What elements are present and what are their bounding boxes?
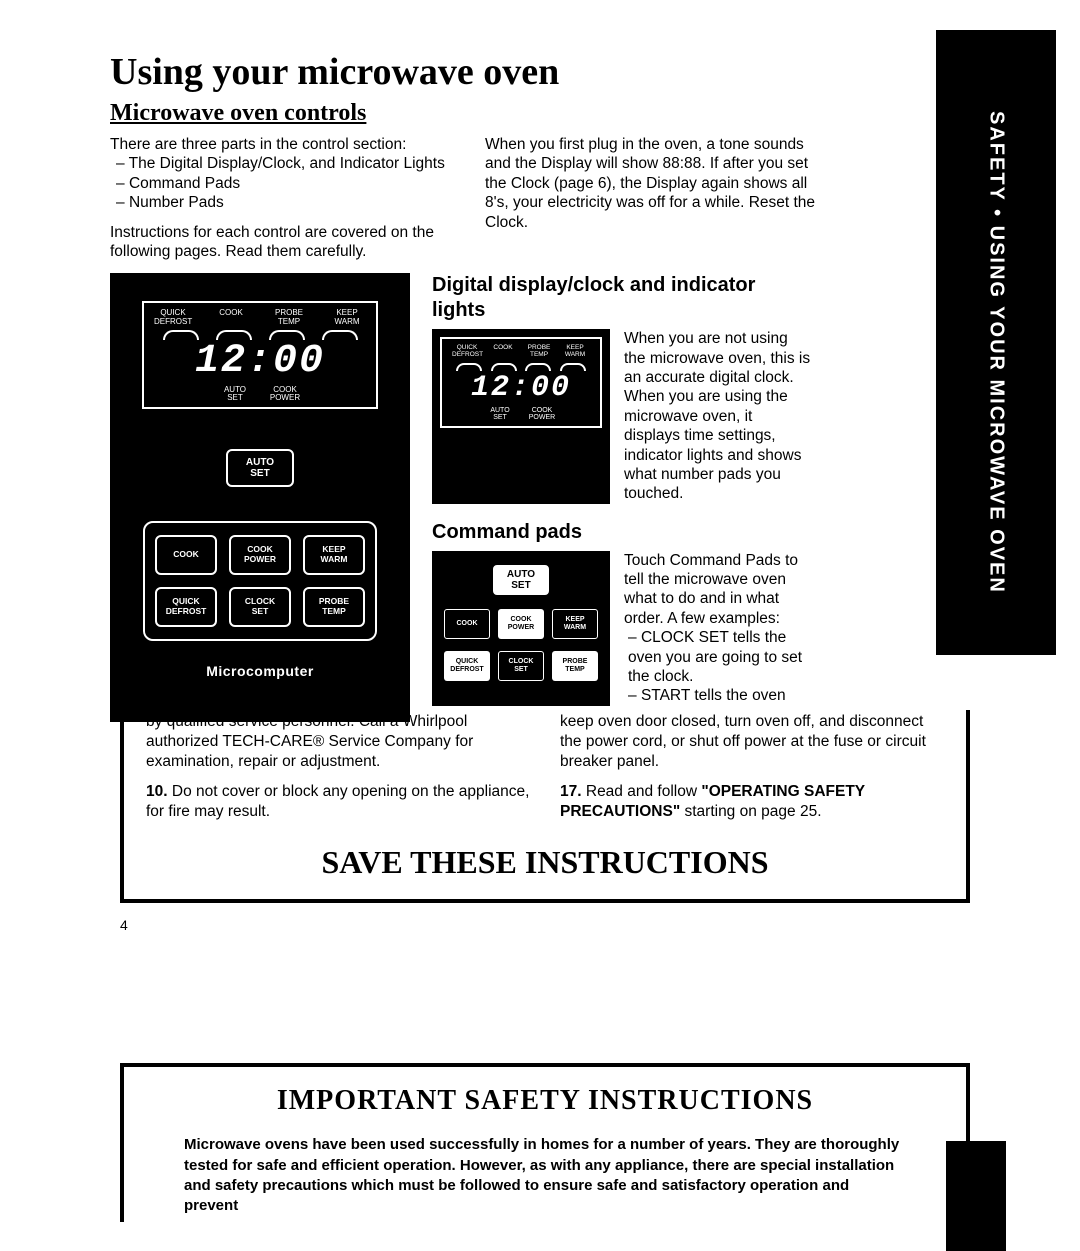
safety-continuation-box: by qualified service personnel. Call a W… bbox=[120, 710, 970, 904]
intro-left: There are three parts in the control sec… bbox=[110, 135, 455, 261]
intro-item: Number Pads bbox=[116, 193, 455, 212]
display-section-text: When you are not using the microwave ove… bbox=[624, 329, 812, 503]
pad-cook-power: COOKPOWER bbox=[229, 535, 291, 575]
section-subtitle: Microwave oven controls bbox=[110, 100, 1010, 127]
item-number: 17. bbox=[560, 783, 582, 800]
save-instructions-title: SAVE THESE INSTRUCTIONS bbox=[146, 844, 944, 881]
main-title: Using your microwave oven bbox=[110, 50, 1010, 94]
display-section-title: Digital display/clock and indicator ligh… bbox=[432, 273, 812, 323]
indicator: KEEPWARM bbox=[328, 309, 366, 326]
intro-left-line2: Instructions for each control are covere… bbox=[110, 223, 455, 262]
intro-item: Command Pads bbox=[116, 174, 455, 193]
item-number: 10. bbox=[146, 783, 168, 800]
command-section-title: Command pads bbox=[432, 520, 812, 545]
fragment-text: keep oven door closed, turn oven off, an… bbox=[560, 712, 944, 772]
lower-left-col: by qualified service personnel. Call a W… bbox=[146, 712, 530, 823]
pad-keep-warm: KEEPWARM bbox=[303, 535, 365, 575]
cmd-example: CLOCK SET tells the oven you are going t… bbox=[628, 628, 812, 686]
lower-right-col: keep oven door closed, turn oven off, an… bbox=[560, 712, 944, 823]
command-pad-grid: COOK COOKPOWER KEEPWARM QUICKDEFROST CLO… bbox=[143, 521, 377, 641]
pad-clock-set: CLOCKSET bbox=[229, 587, 291, 627]
side-tab-text: SAFETY • USING YOUR MICROWAVE OVEN bbox=[985, 111, 1008, 594]
intro-left-line1: There are three parts in the control sec… bbox=[110, 135, 455, 154]
pad-cook: COOK bbox=[155, 535, 217, 575]
control-panel-illustration: QUICKDEFROST COOK PROBETEMP KEEPWARM 12:… bbox=[110, 273, 410, 721]
intro-right: When you first plug in the oven, a tone … bbox=[485, 135, 830, 261]
safety-title: IMPORTANT SAFETY INSTRUCTIONS bbox=[184, 1085, 906, 1117]
clock-time: 12:00 bbox=[144, 342, 376, 382]
item-text: Do not cover or block any opening on the… bbox=[146, 783, 529, 820]
page-number: 4 bbox=[120, 917, 1080, 933]
indicator: AUTOSET bbox=[216, 386, 254, 403]
side-tab: SAFETY • USING YOUR MICROWAVE OVEN bbox=[936, 30, 1056, 655]
mini-command-pads: AUTO SET COOK COOKPOWER KEEPWARM QUICKDE… bbox=[432, 551, 610, 706]
pad-probe-temp: PROBETEMP bbox=[303, 587, 365, 627]
important-safety-box: IMPORTANT SAFETY INSTRUCTIONS Microwave … bbox=[120, 1063, 970, 1222]
microcomputer-label: Microcomputer bbox=[206, 663, 314, 679]
intro-item: The Digital Display/Clock, and Indicator… bbox=[116, 154, 455, 173]
pad-quick-defrost: QUICKDEFROST bbox=[155, 587, 217, 627]
indicator: COOKPOWER bbox=[266, 386, 304, 403]
cmd-example: START tells the oven bbox=[628, 686, 812, 705]
indicator: QUICKDEFROST bbox=[154, 309, 192, 326]
indicator: PROBETEMP bbox=[270, 309, 308, 326]
safety-body: Microwave ovens have been used successfu… bbox=[184, 1135, 906, 1216]
auto-set-pad: AUTO SET bbox=[226, 449, 294, 487]
fragment-text: by qualified service personnel. Call a W… bbox=[146, 712, 530, 772]
indicator: COOK bbox=[212, 309, 250, 326]
command-section-text: Touch Command Pads to tell the microwave… bbox=[624, 551, 812, 706]
black-tab-stub bbox=[946, 1141, 1006, 1251]
mini-display-illustration: QUICKDEFROST COOK PROBETEMP KEEPWARM 12:… bbox=[432, 329, 610, 503]
digital-display: QUICKDEFROST COOK PROBETEMP KEEPWARM 12:… bbox=[142, 301, 378, 409]
